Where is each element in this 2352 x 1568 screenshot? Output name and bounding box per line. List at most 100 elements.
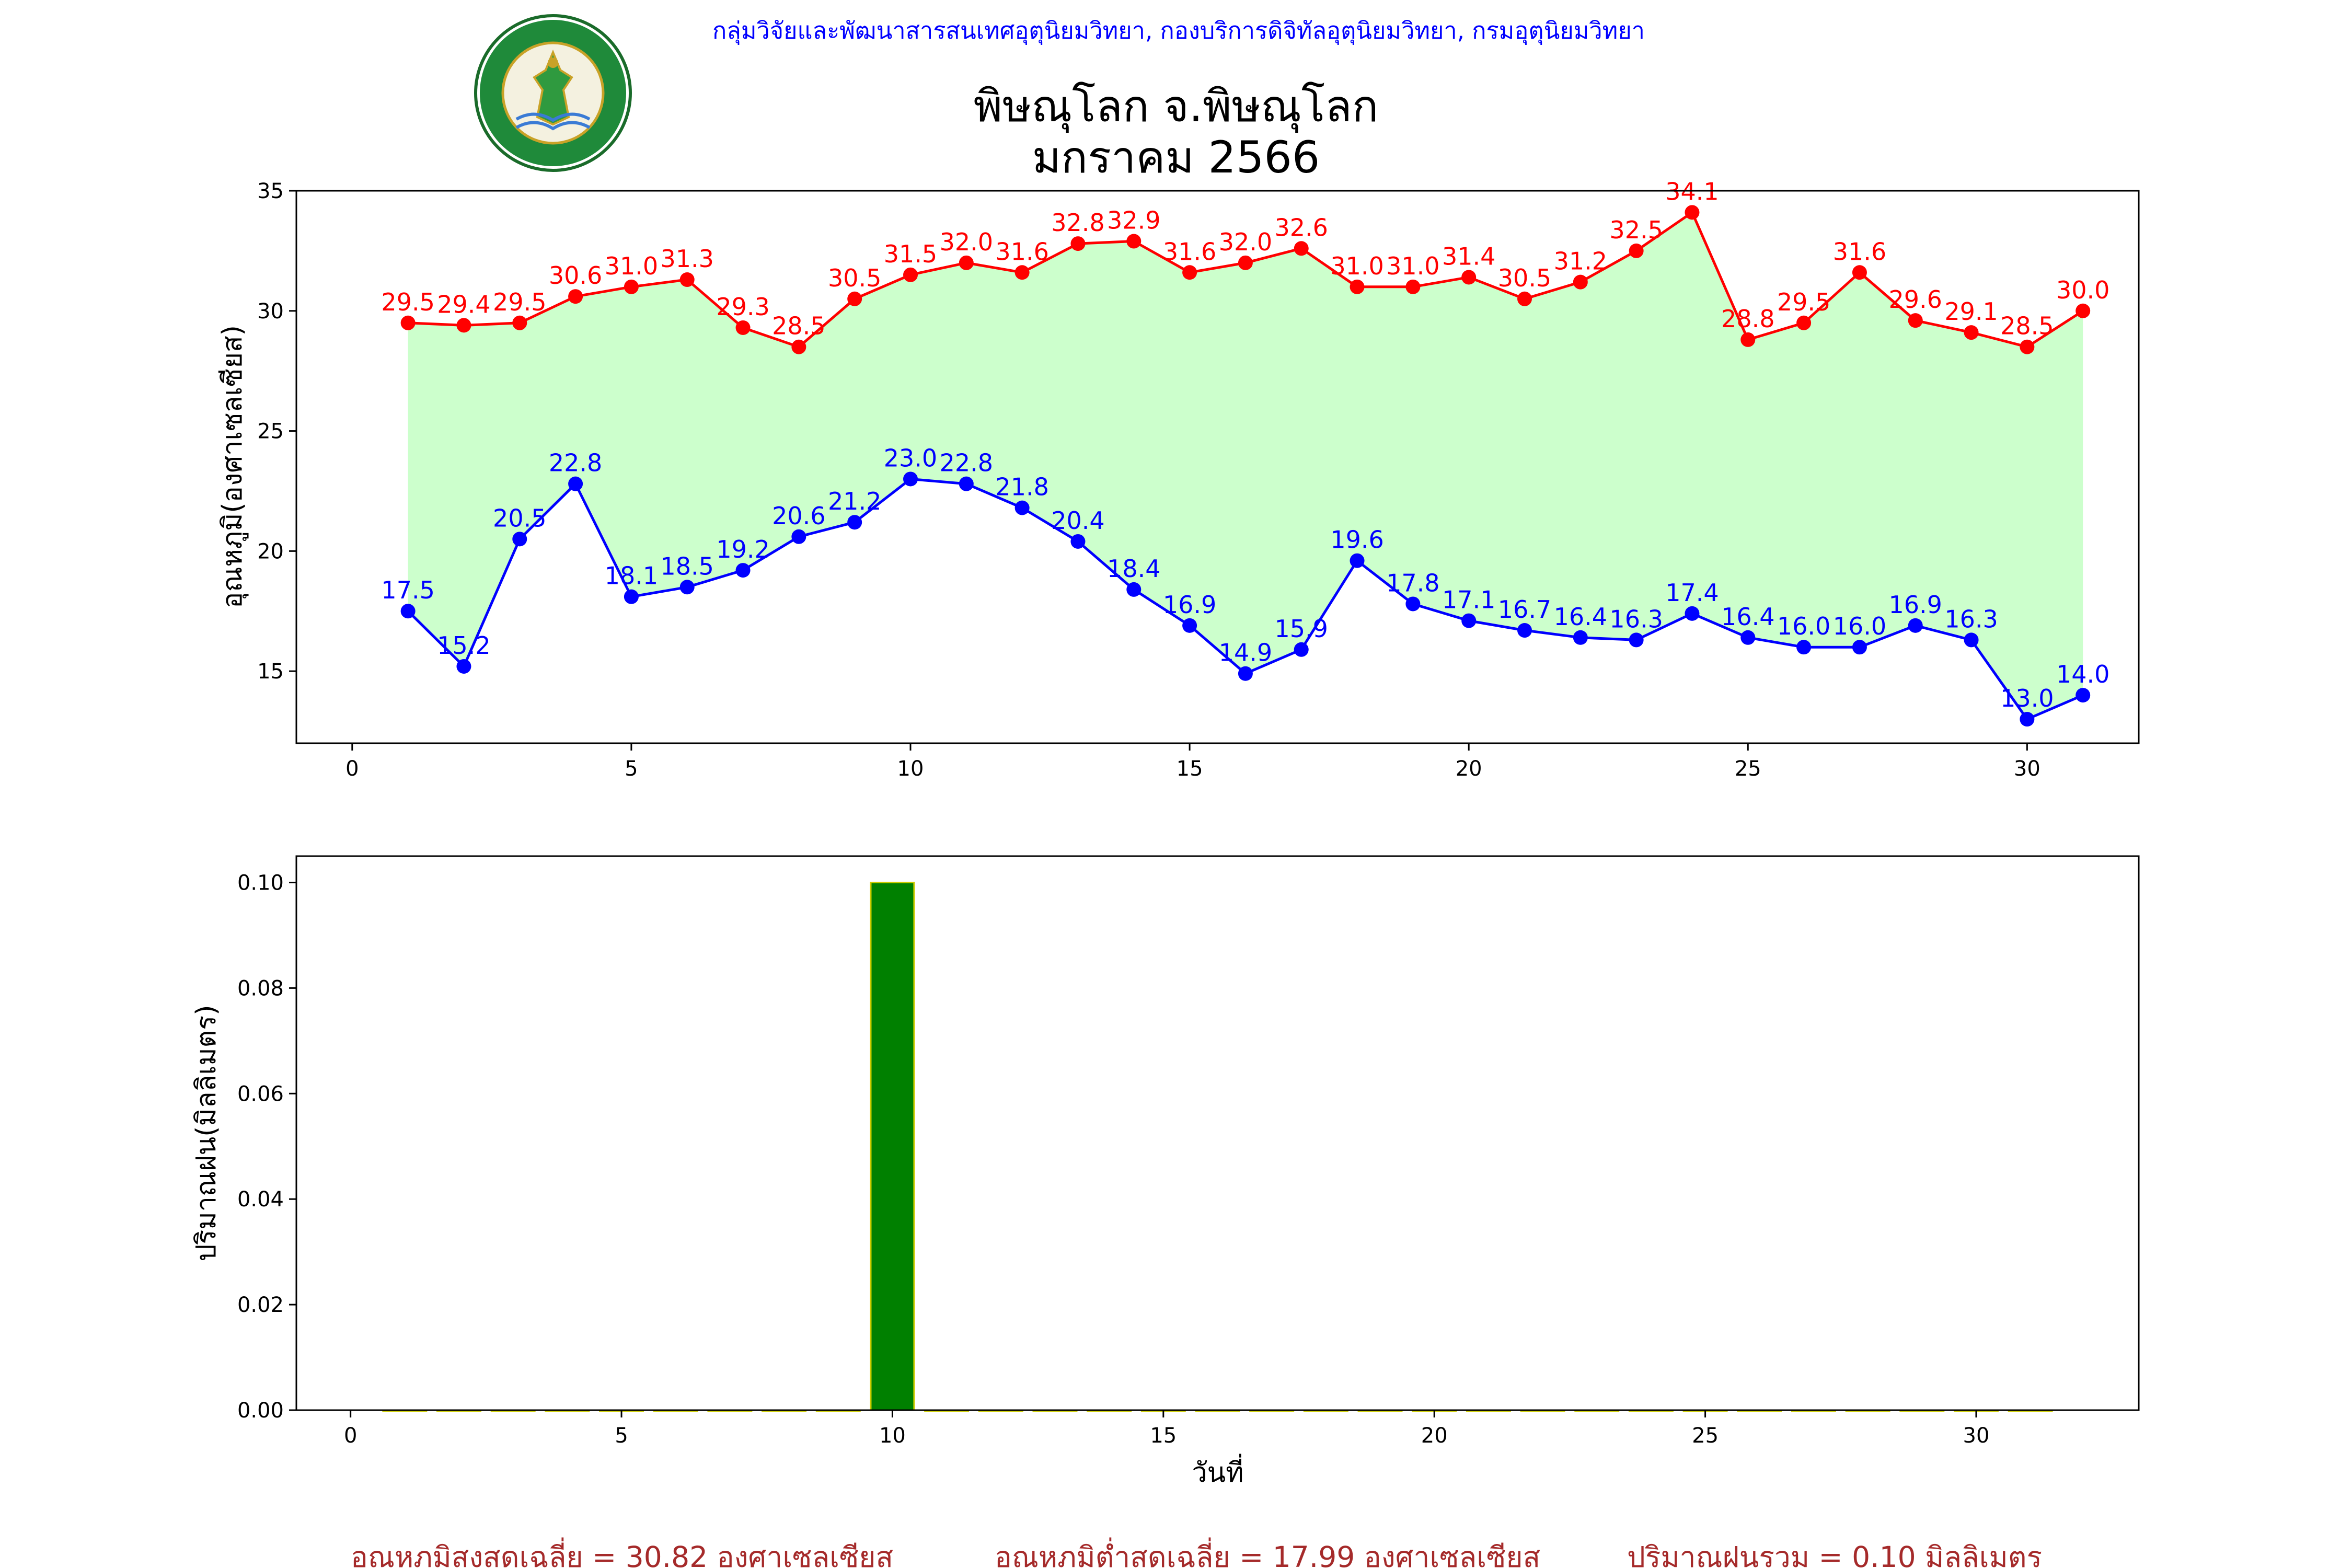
min-temperature-label: 17.8 [1386, 569, 1439, 597]
max-temperature-point [1070, 236, 1086, 251]
min-temperature-point [456, 659, 471, 674]
min-temperature-label: 22.8 [549, 449, 602, 477]
max-temperature-label: 29.5 [381, 288, 434, 316]
min-temperature-label: 19.2 [716, 535, 769, 563]
min-temperature-label: 21.8 [995, 473, 1048, 501]
min-temperature-point [1740, 630, 1756, 645]
max-temperature-point [1182, 265, 1197, 280]
temperature-x-tick-label: 10 [897, 757, 924, 781]
max-temperature-point [1740, 332, 1756, 347]
max-temperature-label: 29.3 [716, 293, 769, 321]
min-temperature-label: 16.0 [1833, 612, 1886, 640]
min-temperature-point [1126, 582, 1142, 597]
max-temperature-point [624, 279, 639, 294]
max-temperature-point [1796, 315, 1812, 330]
max-temperature-point [847, 291, 862, 306]
max-temperature-point [568, 289, 583, 304]
temperature-x-tick-label: 0 [345, 757, 359, 781]
min-temperature-point [1461, 613, 1477, 628]
max-temperature-label: 32.5 [1609, 216, 1663, 244]
max-temperature-point [1014, 265, 1030, 280]
max-temperature-point [1238, 255, 1253, 270]
max-temperature-label: 32.9 [1107, 206, 1160, 235]
rain-y-axis-label: ปริมาณฝน(มิลลิเมตร) [191, 1005, 222, 1261]
min-temperature-point [1908, 618, 1923, 633]
min-temperature-point [1405, 596, 1421, 612]
footer-total-rain: ปริมาณฝนรวม = 0.10 มิลลิเมตร [1627, 1540, 2042, 1568]
temperature-x-tick-label: 15 [1177, 757, 1203, 781]
temperature-y-tick-label: 30 [257, 299, 284, 324]
min-temperature-point [2076, 688, 2091, 703]
min-temperature-label: 21.2 [828, 487, 881, 515]
max-temperature-label: 30.0 [2056, 276, 2109, 304]
min-temperature-label: 16.7 [1498, 595, 1551, 624]
min-temperature-point [959, 476, 974, 491]
rain-y-tick-label: 0.04 [237, 1187, 284, 1212]
min-temperature-point [1182, 618, 1197, 633]
temperature-y-tick-label: 15 [257, 660, 284, 684]
max-temperature-point [2076, 303, 2091, 318]
max-temperature-label: 29.4 [437, 290, 490, 318]
min-temperature-point [624, 589, 639, 604]
max-temperature-label: 31.6 [1833, 237, 1886, 266]
chart-title-line1: พิษณุโลก จ.พิษณุโลก [974, 80, 1379, 133]
rain-chart: 0 5 10 15 20 25 30 0.00 0.02 0.04 0.06 0.08 0.10 ปริ… [191, 855, 2140, 1489]
max-temperature-label: 31.4 [1442, 242, 1495, 270]
temperature-y-tick-label: 35 [257, 179, 284, 203]
min-temperature-point [1070, 534, 1086, 549]
min-temperature-point [1685, 606, 1700, 621]
min-temperature-point [1629, 632, 1644, 648]
max-temperature-point [1294, 241, 1309, 256]
max-temperature-point [1350, 279, 1365, 294]
min-temperature-label: 23.0 [884, 444, 937, 472]
min-temperature-point [735, 563, 751, 578]
min-temperature-label: 16.4 [1554, 603, 1607, 631]
rain-x-tick-label: 25 [1692, 1424, 1719, 1448]
max-temperature-point [903, 267, 918, 282]
min-temperature-label: 22.8 [940, 449, 993, 477]
footer-avg-min: อุณหภูมิต่ำสุดเฉลี่ย = 17.99 องศาเซลเซีย… [995, 1537, 1540, 1568]
min-temperature-label: 16.3 [1609, 605, 1663, 633]
max-temperature-point [1908, 313, 1923, 328]
temperature-label-layer: 29.5 29.4 29.530.6 31.0 31.329.328.530.531.5… [381, 177, 2109, 712]
max-temperature-label: 31.5 [884, 240, 937, 268]
max-temperature-point [1517, 291, 1532, 306]
max-temperature-label: 31.0 [1386, 252, 1439, 280]
max-temperature-point [679, 272, 695, 287]
rain-bar [870, 881, 915, 1411]
rain-axis-ticks: 0 5 10 15 20 25 30 0.00 0.02 0.04 0.06 0.08 0.10 [237, 871, 1989, 1448]
temperature-axis-ticks: 0 5 10 15 20 25 30 15 20 25 30 35 [257, 179, 2040, 781]
max-temperature-point [1461, 270, 1477, 285]
min-temperature-point [847, 515, 862, 530]
min-temperature-label: 16.4 [1721, 603, 1774, 631]
min-temperature-point [2020, 712, 2035, 727]
min-temperature-point [1014, 500, 1030, 515]
max-temperature-point [1852, 265, 1867, 280]
rain-bar-layer [382, 881, 2053, 1412]
max-temperature-point [2020, 339, 2035, 354]
temperature-y-tick-label: 25 [257, 420, 284, 444]
min-temperature-point [791, 529, 806, 544]
max-temperature-label: 30.5 [1498, 264, 1551, 292]
temperature-chart: 29.5 29.4 29.530.6 31.0 31.329.328.530.531.5… [217, 177, 2140, 781]
temperature-x-tick-label: 5 [625, 757, 638, 781]
max-temperature-label: 32.8 [1051, 209, 1104, 237]
max-temperature-label: 31.6 [1163, 237, 1216, 266]
min-temperature-point [1796, 640, 1812, 655]
max-temperature-label: 28.8 [1721, 305, 1774, 333]
footer-avg-max: อุณหภูมิสูงสุดเฉลี่ย = 30.82 องศาเซลเซีย… [351, 1537, 893, 1568]
max-temperature-label: 31.0 [605, 252, 658, 280]
min-temperature-point [1573, 630, 1588, 645]
min-temperature-label: 20.6 [772, 502, 825, 530]
max-temperature-label: 29.6 [1889, 285, 1942, 314]
max-temperature-point [735, 320, 751, 335]
min-temperature-point [1350, 553, 1365, 568]
min-temperature-label: 14.0 [2056, 660, 2109, 688]
max-temperature-point [1629, 243, 1644, 258]
chart-title-line2: มกราคม 2566 [1032, 132, 1320, 183]
max-temperature-point [1126, 234, 1142, 249]
temperature-fill-layer [408, 212, 2083, 719]
min-temperature-label: 16.9 [1889, 591, 1942, 619]
rain-x-tick-label: 0 [344, 1424, 357, 1448]
